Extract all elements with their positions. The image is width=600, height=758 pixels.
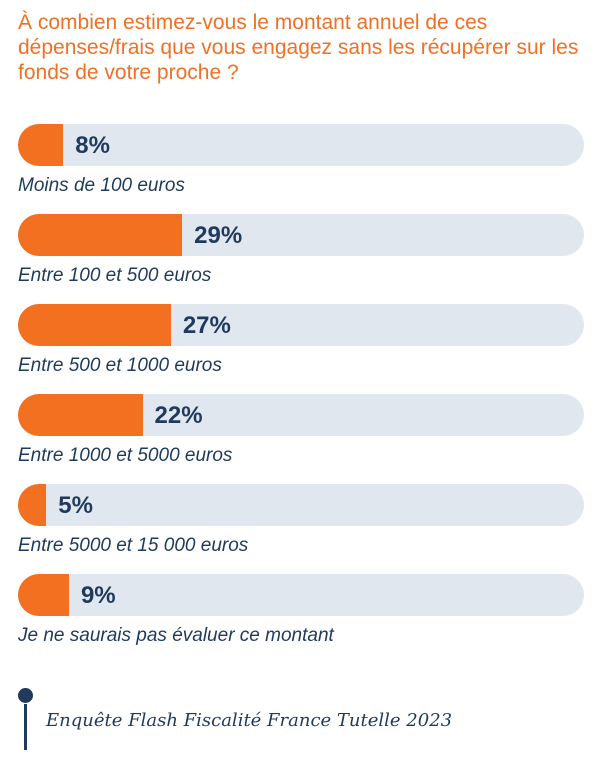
bar-fill — [18, 214, 183, 256]
bar-track: 5% — [18, 484, 584, 526]
bar-value-label: 5% — [58, 492, 93, 519]
bar-fill — [18, 394, 143, 436]
category-label: Je ne saurais pas évaluer ce montant — [18, 625, 334, 646]
bar-value-label: 8% — [75, 132, 110, 159]
bar-track: 27% — [18, 304, 584, 346]
chart-title: À combien estimez-vous le montant annuel… — [18, 11, 579, 84]
source-credit: Enquête Flash Fiscalité France Tutelle 2… — [46, 710, 453, 731]
bar-value-label: 22% — [154, 402, 203, 429]
category-label: Entre 100 et 500 euros — [18, 265, 212, 286]
bar-fill — [18, 574, 69, 616]
bar-fill — [18, 304, 171, 346]
bar-fill — [18, 124, 64, 166]
bar-fill — [18, 484, 47, 526]
category-label: Entre 1000 et 5000 euros — [18, 445, 233, 466]
bar-track: 9% — [18, 574, 584, 616]
category-label: Moins de 100 euros — [18, 175, 185, 196]
bar-value-label: 29% — [194, 222, 243, 249]
bar-value-label: 9% — [80, 582, 116, 609]
source-line — [24, 704, 27, 750]
category-label: Entre 500 et 1000 euros — [18, 355, 222, 376]
category-label: Entre 5000 et 15 000 euros — [18, 535, 249, 556]
source-dot — [18, 688, 33, 703]
bar-value-label: 27% — [182, 312, 231, 339]
bar-track: 8% — [18, 124, 584, 166]
bar-track: 29% — [18, 214, 584, 256]
bar-track: 22% — [18, 394, 584, 436]
